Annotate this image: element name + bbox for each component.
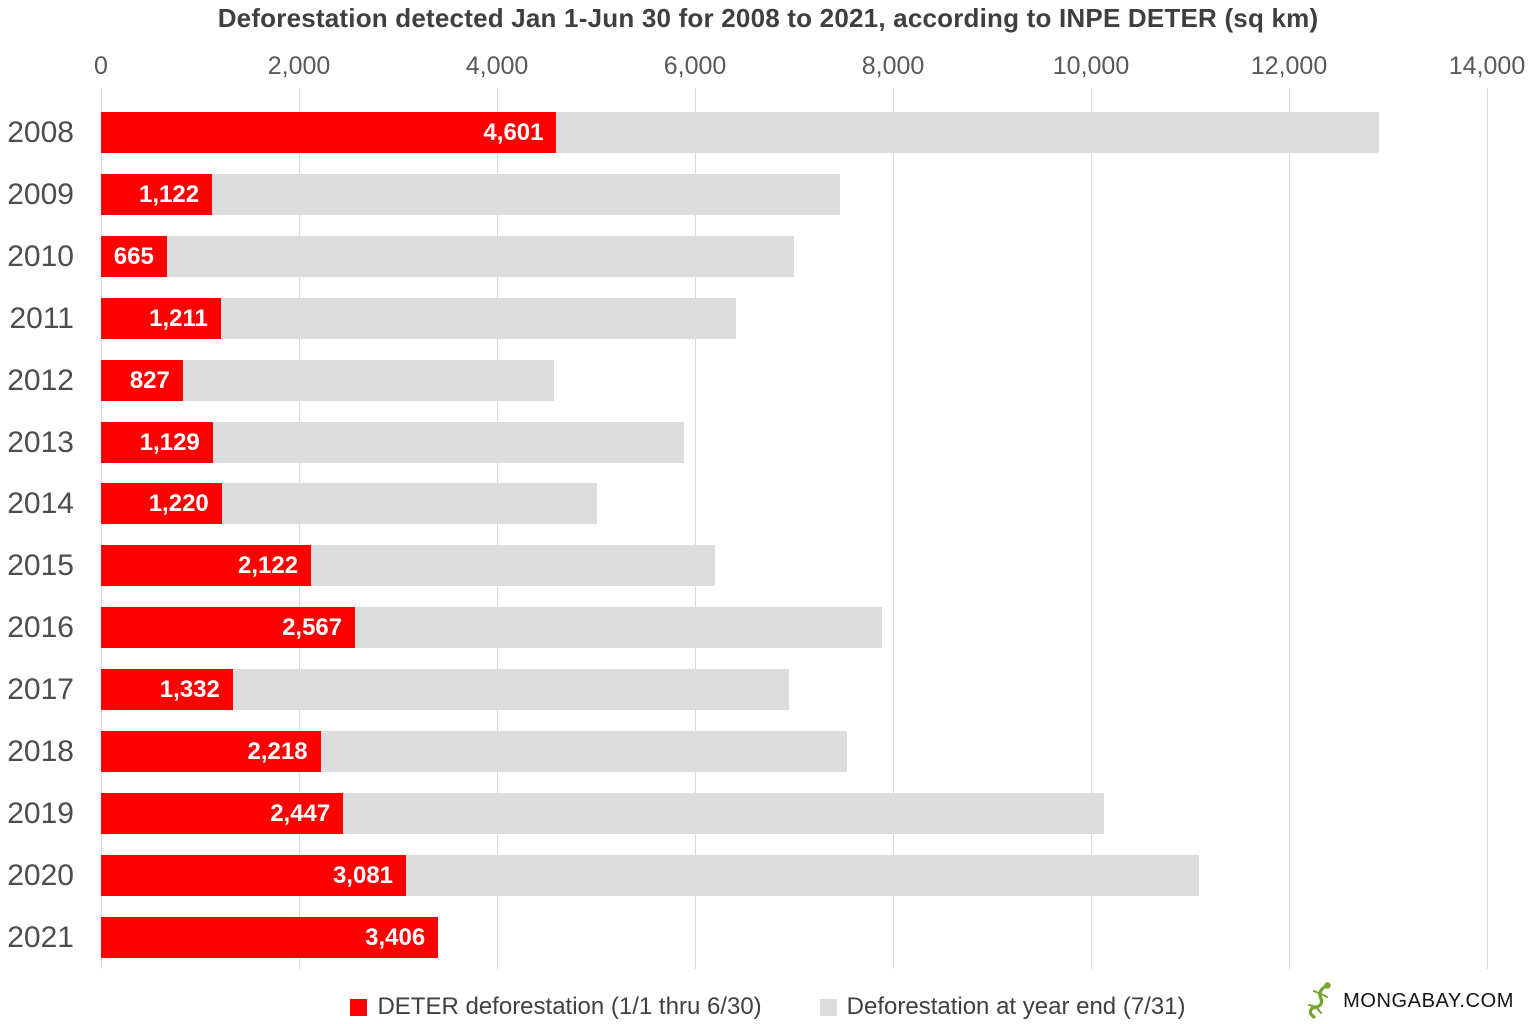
legend-item-deter: DETER deforestation (1/1 thru 6/30) (350, 993, 762, 1021)
bar-value-label: 3,406 (365, 924, 426, 951)
legend-label-yearend: Deforestation at year end (7/31) (846, 993, 1186, 1020)
deter-bar: 2,567 (101, 607, 356, 648)
axis-tick-label: 0 (94, 52, 108, 80)
year-label: 2016 (7, 611, 74, 644)
deter-bar: 1,332 (101, 669, 233, 710)
axis-tick-label: 4,000 (465, 52, 529, 80)
legend-item-yearend: Deforestation at year end (7/31) (819, 993, 1186, 1021)
year-label: 2013 (7, 426, 74, 459)
year-label: 2018 (7, 735, 74, 768)
deter-bar: 665 (101, 236, 167, 277)
legend-swatch-red-icon (350, 998, 368, 1016)
deter-bar: 2,447 (101, 793, 344, 834)
year-label: 2019 (7, 797, 74, 830)
deter-bar: 2,122 (101, 545, 312, 586)
bar-value-label: 2,218 (247, 738, 308, 765)
year-label: 2020 (7, 859, 74, 892)
year-label: 2011 (9, 302, 74, 335)
legend: DETER deforestation (1/1 thru 6/30) Defo… (0, 992, 1536, 1022)
gridline (100, 88, 102, 969)
gridline (1288, 88, 1290, 969)
axis-tick-label: 12,000 (1250, 52, 1328, 80)
bar-value-label: 1,129 (139, 429, 200, 456)
legend-label-deter: DETER deforestation (1/1 thru 6/30) (377, 993, 762, 1020)
bar-value-label: 2,567 (282, 614, 343, 641)
gridline (1090, 88, 1092, 969)
year-label: 2021 (7, 921, 74, 954)
deter-bar: 3,081 (101, 855, 407, 896)
legend-swatch-gray-icon (819, 998, 837, 1016)
bar-value-label: 2,122 (238, 552, 299, 579)
bar-value-label: 4,601 (483, 119, 544, 146)
axis-tick-label: 2,000 (267, 52, 331, 80)
bar-value-label: 3,081 (332, 862, 394, 889)
yearend-bar (101, 174, 840, 215)
deter-bar: 2,218 (101, 731, 321, 772)
bar-value-label: 665 (113, 243, 154, 270)
year-label: 2017 (7, 673, 74, 706)
bar-value-label: 1,122 (139, 181, 200, 208)
year-label: 2009 (7, 178, 74, 211)
deter-bar: 3,406 (101, 917, 439, 958)
chart-title: Deforestation detected Jan 1-Jun 30 for … (217, 3, 1319, 33)
axis-tick-label: 14,000 (1448, 52, 1526, 80)
deter-bar: 1,129 (101, 422, 213, 463)
gecko-icon (1308, 982, 1331, 1019)
bar-value-label: 827 (129, 367, 170, 394)
year-label: 2012 (7, 364, 74, 397)
gridline (298, 88, 300, 969)
mongabay-logo: MONGABAY.COM (1306, 981, 1514, 1021)
year-label: 2014 (7, 487, 74, 520)
deter-bar: 1,220 (101, 483, 222, 524)
axis-tick-label: 10,000 (1052, 52, 1130, 80)
bar-value-label: 1,211 (149, 305, 208, 332)
deter-bar: 4,601 (101, 112, 557, 153)
logo-text: MONGABAY.COM (1343, 989, 1514, 1012)
deter-bar: 1,211 (101, 298, 221, 339)
axis-tick-label: 8,000 (861, 52, 925, 80)
deter-bar: 1,122 (101, 174, 213, 215)
bar-value-label: 1,332 (159, 676, 220, 703)
year-label: 2010 (7, 240, 74, 273)
x-axis: 0 2,000 4,000 6,000 8,000 10,000 12,000 14,000 (0, 52, 1536, 82)
gridline (496, 88, 498, 969)
gridline (892, 88, 894, 969)
yearend-bar (101, 236, 794, 277)
year-label: 2015 (7, 549, 74, 582)
bar-value-label: 2,447 (270, 800, 331, 827)
gridline (694, 88, 696, 969)
year-label: 2008 (7, 116, 74, 149)
axis-tick-label: 6,000 (663, 52, 727, 80)
deter-bar: 827 (101, 360, 183, 401)
gridline (1486, 88, 1488, 969)
bar-value-label: 1,220 (148, 490, 209, 517)
